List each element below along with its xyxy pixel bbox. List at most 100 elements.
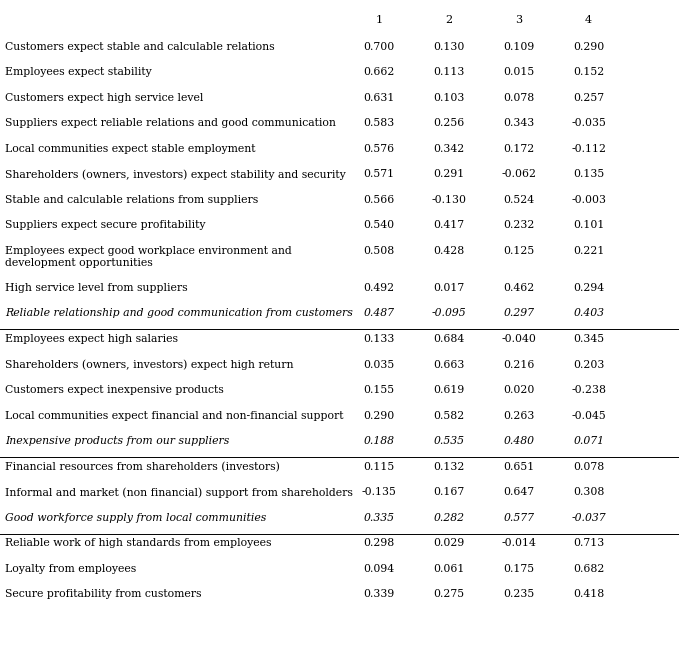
Text: 0.103: 0.103 <box>433 93 464 103</box>
Text: 0.015: 0.015 <box>503 67 534 77</box>
Text: Local communities expect stable employment: Local communities expect stable employme… <box>5 144 256 154</box>
Text: Reliable relationship and good communication from customers: Reliable relationship and good communica… <box>5 308 353 319</box>
Text: Shareholders (owners, investors) expect stability and security: Shareholders (owners, investors) expect … <box>5 169 346 180</box>
Text: 0.583: 0.583 <box>363 118 394 128</box>
Text: Informal and market (non financial) support from shareholders: Informal and market (non financial) supp… <box>5 487 353 498</box>
Text: 0.663: 0.663 <box>433 360 464 370</box>
Text: 0.101: 0.101 <box>573 220 604 230</box>
Text: Loyalty from employees: Loyalty from employees <box>5 564 136 574</box>
Text: 0.257: 0.257 <box>573 93 604 103</box>
Text: 0.462: 0.462 <box>503 283 534 293</box>
Text: -0.130: -0.130 <box>431 195 466 205</box>
Text: 0.115: 0.115 <box>363 462 394 472</box>
Text: 0.418: 0.418 <box>573 589 604 599</box>
Text: -0.045: -0.045 <box>571 411 606 421</box>
Text: Customers expect stable and calculable relations: Customers expect stable and calculable r… <box>5 42 275 52</box>
Text: -0.035: -0.035 <box>571 118 606 128</box>
Text: 1: 1 <box>375 15 382 25</box>
Text: -0.040: -0.040 <box>501 334 536 344</box>
Text: 0.130: 0.130 <box>433 42 464 52</box>
Text: 0.256: 0.256 <box>433 118 464 128</box>
Text: 3: 3 <box>515 15 522 25</box>
Text: 0.428: 0.428 <box>433 246 464 256</box>
Text: 0.291: 0.291 <box>433 169 464 179</box>
Text: 0.335: 0.335 <box>363 513 394 523</box>
Text: 0.417: 0.417 <box>433 220 464 230</box>
Text: 0.308: 0.308 <box>573 487 604 497</box>
Text: 0.132: 0.132 <box>433 462 464 472</box>
Text: 0.275: 0.275 <box>433 589 464 599</box>
Text: 0.078: 0.078 <box>573 462 604 472</box>
Text: Customers expect inexpensive products: Customers expect inexpensive products <box>5 385 224 395</box>
Text: 0.403: 0.403 <box>573 308 604 319</box>
Text: 0.342: 0.342 <box>433 144 464 154</box>
Text: 2: 2 <box>445 15 452 25</box>
Text: 0.700: 0.700 <box>363 42 394 52</box>
Text: 0.540: 0.540 <box>363 220 394 230</box>
Text: 0.029: 0.029 <box>433 538 464 548</box>
Text: Good workforce supply from local communities: Good workforce supply from local communi… <box>5 513 267 523</box>
Text: Secure profitability from customers: Secure profitability from customers <box>5 589 202 599</box>
Text: 0.216: 0.216 <box>503 360 534 370</box>
Text: 0.232: 0.232 <box>503 220 534 230</box>
Text: 0.577: 0.577 <box>503 513 534 523</box>
Text: -0.238: -0.238 <box>571 385 606 395</box>
Text: 0.263: 0.263 <box>503 411 534 421</box>
Text: 0.172: 0.172 <box>503 144 534 154</box>
Text: 0.188: 0.188 <box>363 436 394 446</box>
Text: High service level from suppliers: High service level from suppliers <box>5 283 188 293</box>
Text: -0.112: -0.112 <box>571 144 606 154</box>
Text: 4: 4 <box>585 15 592 25</box>
Text: 0.294: 0.294 <box>573 283 604 293</box>
Text: -0.062: -0.062 <box>501 169 536 179</box>
Text: 0.524: 0.524 <box>503 195 534 205</box>
Text: -0.037: -0.037 <box>572 513 606 523</box>
Text: 0.345: 0.345 <box>573 334 604 344</box>
Text: Suppliers expect secure profitability: Suppliers expect secure profitability <box>5 220 206 230</box>
Text: 0.152: 0.152 <box>573 67 604 77</box>
Text: 0.020: 0.020 <box>503 385 534 395</box>
Text: 0.175: 0.175 <box>503 564 534 574</box>
Text: 0.297: 0.297 <box>503 308 534 319</box>
Text: 0.290: 0.290 <box>363 411 394 421</box>
Text: 0.133: 0.133 <box>363 334 394 344</box>
Text: -0.003: -0.003 <box>571 195 606 205</box>
Text: 0.339: 0.339 <box>363 589 394 599</box>
Text: 0.535: 0.535 <box>433 436 464 446</box>
Text: 0.035: 0.035 <box>363 360 394 370</box>
Text: 0.508: 0.508 <box>363 246 394 256</box>
Text: 0.487: 0.487 <box>363 308 394 319</box>
Text: 0.631: 0.631 <box>363 93 394 103</box>
Text: -0.135: -0.135 <box>361 487 397 497</box>
Text: 0.135: 0.135 <box>573 169 604 179</box>
Text: Inexpensive products from our suppliers: Inexpensive products from our suppliers <box>5 436 230 446</box>
Text: 0.061: 0.061 <box>433 564 464 574</box>
Text: Employees expect high salaries: Employees expect high salaries <box>5 334 179 344</box>
Text: 0.203: 0.203 <box>573 360 604 370</box>
Text: 0.094: 0.094 <box>363 564 394 574</box>
Text: 0.713: 0.713 <box>573 538 604 548</box>
Text: 0.566: 0.566 <box>363 195 394 205</box>
Text: Financial resources from shareholders (investors): Financial resources from shareholders (i… <box>5 462 280 472</box>
Text: 0.647: 0.647 <box>503 487 534 497</box>
Text: 0.071: 0.071 <box>573 436 604 446</box>
Text: Shareholders (owners, investors) expect high return: Shareholders (owners, investors) expect … <box>5 360 294 370</box>
Text: 0.282: 0.282 <box>433 513 464 523</box>
Text: 0.651: 0.651 <box>503 462 534 472</box>
Text: 0.109: 0.109 <box>503 42 534 52</box>
Text: -0.095: -0.095 <box>432 308 466 319</box>
Text: Employees expect good workplace environment and
development opportunities: Employees expect good workplace environm… <box>5 246 292 268</box>
Text: 0.619: 0.619 <box>433 385 464 395</box>
Text: 0.221: 0.221 <box>573 246 604 256</box>
Text: 0.078: 0.078 <box>503 93 534 103</box>
Text: 0.155: 0.155 <box>363 385 394 395</box>
Text: 0.298: 0.298 <box>363 538 394 548</box>
Text: 0.682: 0.682 <box>573 564 604 574</box>
Text: Local communities expect financial and non-financial support: Local communities expect financial and n… <box>5 411 344 421</box>
Text: 0.125: 0.125 <box>503 246 534 256</box>
Text: Customers expect high service level: Customers expect high service level <box>5 93 204 103</box>
Text: Employees expect stability: Employees expect stability <box>5 67 152 77</box>
Text: Reliable work of high standards from employees: Reliable work of high standards from emp… <box>5 538 272 548</box>
Text: 0.167: 0.167 <box>433 487 464 497</box>
Text: 0.017: 0.017 <box>433 283 464 293</box>
